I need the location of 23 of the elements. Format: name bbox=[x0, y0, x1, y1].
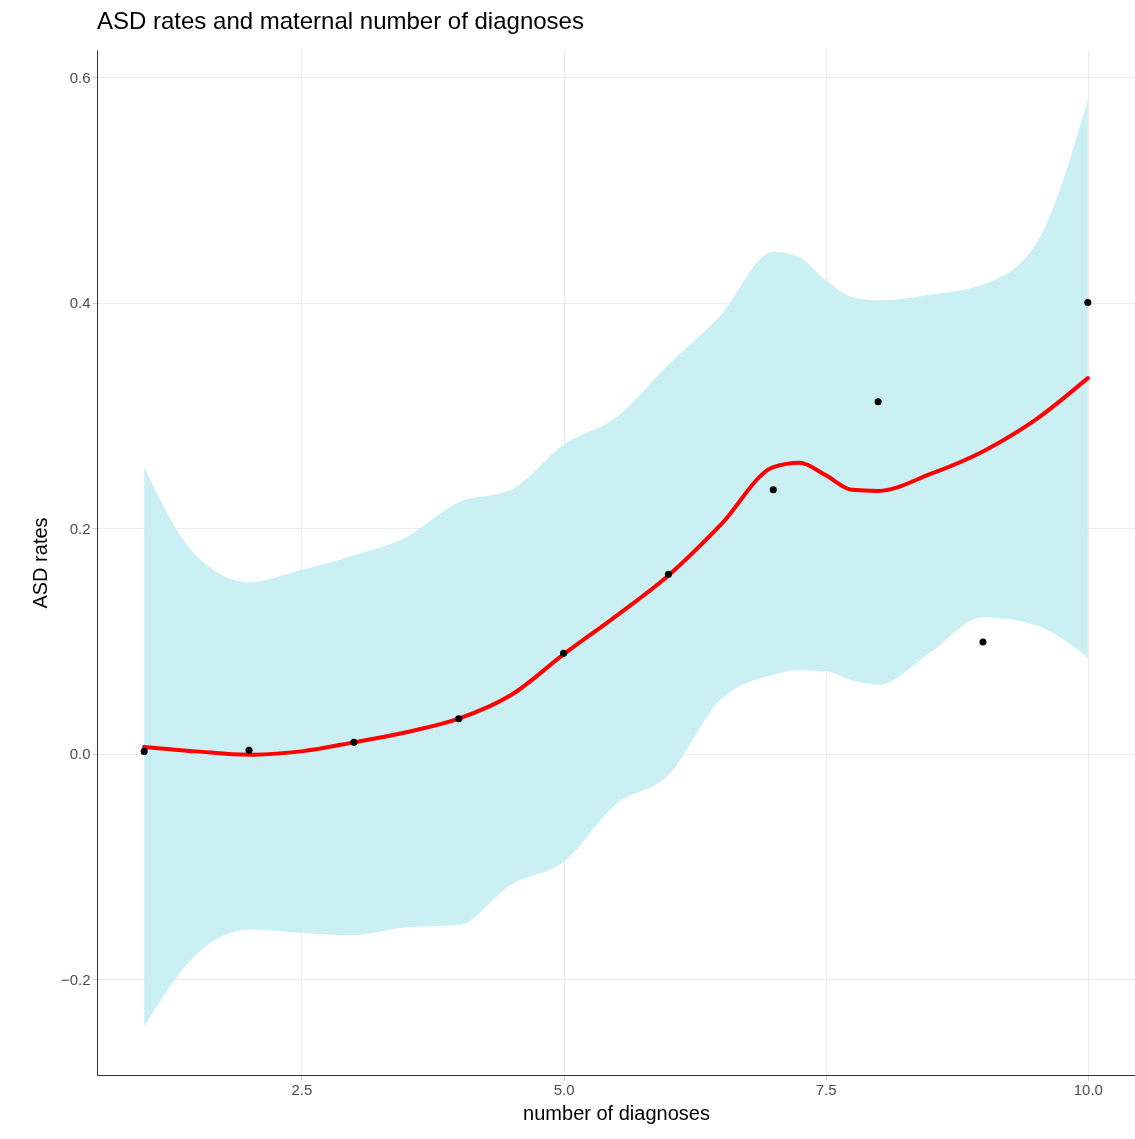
y-tick-label: 0.4 bbox=[69, 294, 91, 312]
point bbox=[979, 638, 987, 646]
point bbox=[769, 486, 777, 494]
y-tick-label: 0.2 bbox=[69, 519, 91, 537]
x-tick-label: 10.0 bbox=[1073, 1080, 1103, 1098]
point bbox=[140, 747, 148, 755]
point bbox=[664, 570, 672, 578]
x-tick-label: 7.5 bbox=[815, 1080, 837, 1098]
chart-title: ASD rates and maternal number of diagnoses bbox=[97, 7, 584, 34]
y-tick-label: 0.6 bbox=[69, 68, 91, 86]
point bbox=[1084, 299, 1092, 307]
point bbox=[245, 746, 253, 754]
point bbox=[455, 715, 463, 723]
point bbox=[560, 649, 568, 657]
x-axis-title: number of diagnoses bbox=[523, 1101, 710, 1124]
line-series bbox=[142, 376, 1090, 757]
point bbox=[874, 398, 882, 406]
point bbox=[350, 738, 358, 746]
x-tick-label: 5.0 bbox=[553, 1080, 575, 1098]
y-axis-title: ASD rates bbox=[28, 517, 51, 609]
y-tick-label: 0.0 bbox=[69, 745, 91, 763]
x-tick-label: 2.5 bbox=[291, 1080, 313, 1098]
y-tick-label: −0.2 bbox=[60, 970, 91, 988]
